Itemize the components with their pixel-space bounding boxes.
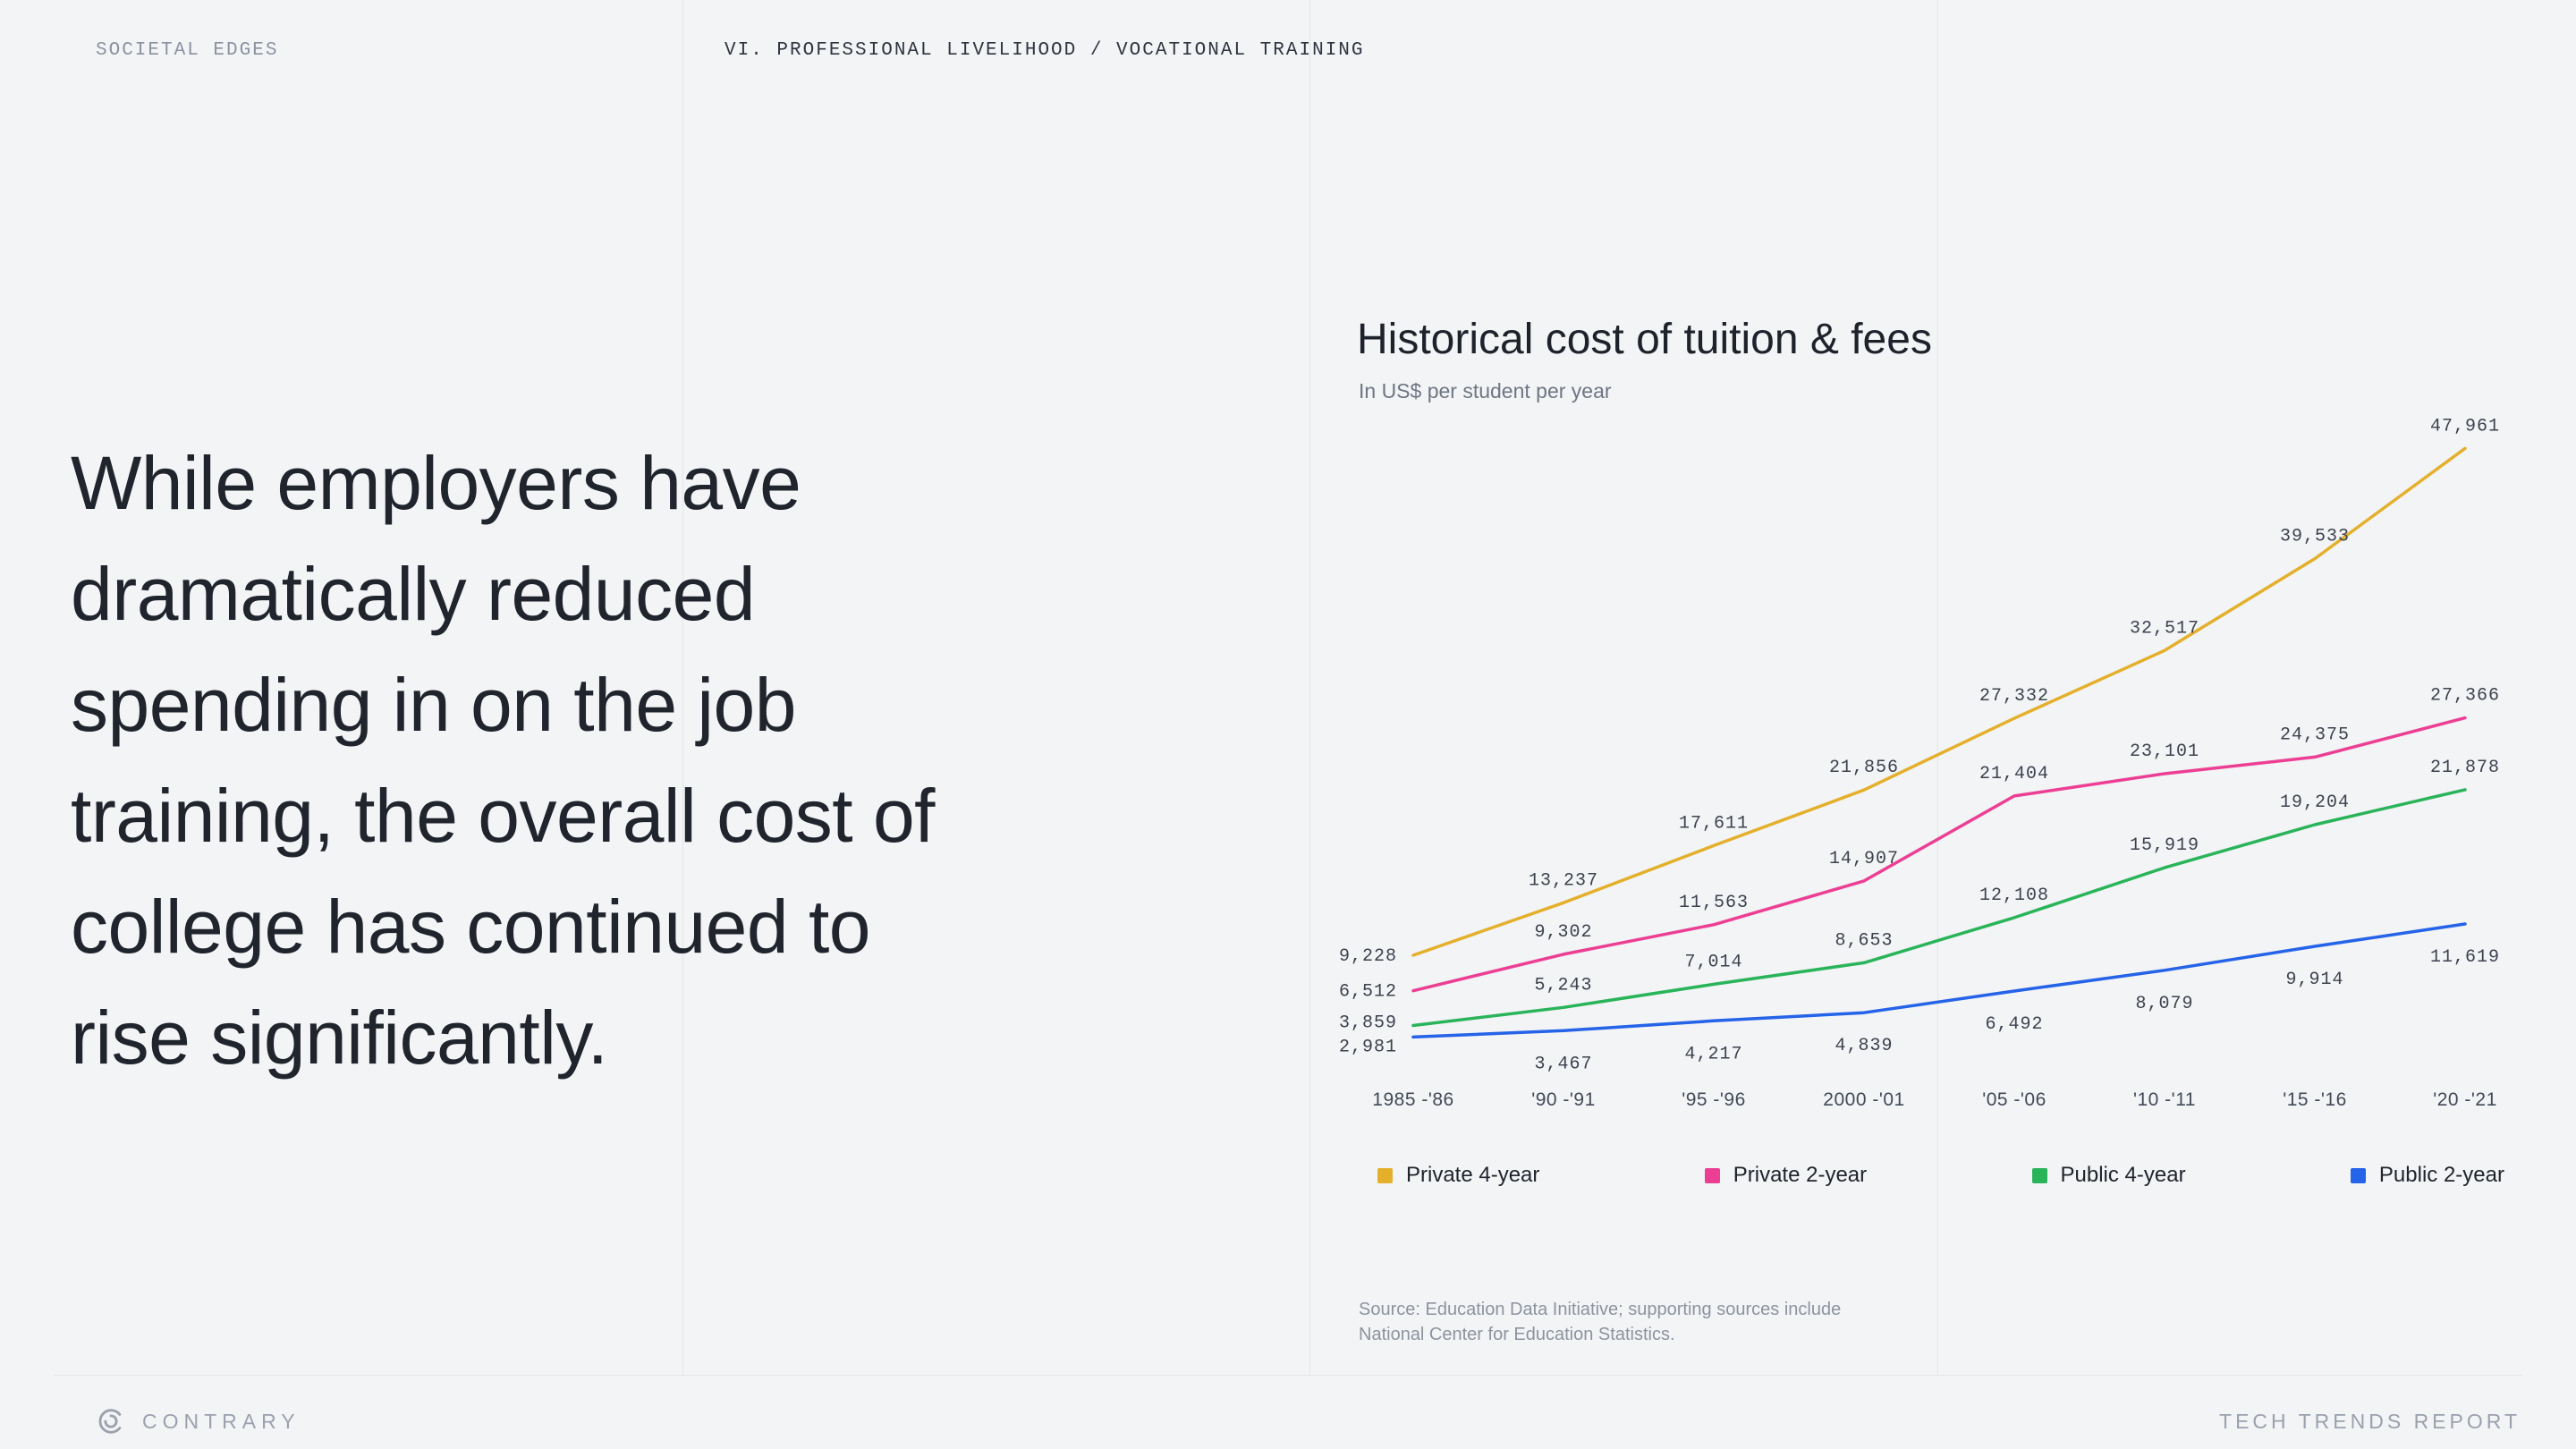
legend-item-private-4-year: Private 4-year (1377, 1163, 1539, 1188)
legend-item-private-2-year: Private 2-year (1704, 1163, 1868, 1188)
x-axis-label: '15 -'16 (2283, 1089, 2347, 1110)
data-label: 4,839 (1835, 1036, 1893, 1056)
data-label: 21,404 (1979, 764, 2049, 784)
data-label: 8,079 (2135, 994, 2193, 1014)
data-label: 3,859 (1339, 1013, 1397, 1034)
x-axis-label: '95 -'96 (1682, 1089, 1746, 1110)
data-label: 32,517 (2130, 618, 2199, 639)
x-axis-label: '10 -'11 (2133, 1089, 2196, 1110)
source-note: Source: Education Data Initiative; suppo… (1359, 1300, 1842, 1344)
legend-label: Private 4-year (1406, 1163, 1540, 1187)
series-line-public-4-year (1411, 788, 2467, 1028)
data-label: 23,101 (2130, 741, 2199, 762)
data-label: 5,243 (1534, 975, 1592, 996)
chart-title: Historical cost of tuition & fees (1357, 316, 1932, 363)
data-label: 27,366 (2430, 686, 2500, 707)
x-axis-label: 2000 -'01 (1823, 1089, 1904, 1110)
data-label: 39,533 (2280, 527, 2350, 547)
legend-item-public-2-year: Public 2-year (2350, 1163, 2504, 1188)
series-line-private-2-year (1411, 716, 2467, 993)
x-axis-label: '20 -'21 (2433, 1089, 2497, 1110)
data-label: 8,653 (1835, 930, 1893, 951)
legend-swatch-private-4-year (1377, 1167, 1393, 1183)
legend-swatch-public-4-year (2031, 1167, 2047, 1183)
chart-legend: Private 4-year Private 2-year Public 4-yea… (1377, 1163, 2504, 1188)
data-label: 13,237 (1529, 870, 1598, 891)
x-axis-label: '90 -'91 (1531, 1089, 1596, 1110)
legend-swatch-private-2-year (1704, 1167, 1720, 1183)
data-label: 11,619 (2430, 947, 2500, 968)
data-label: 14,907 (1829, 849, 1899, 869)
data-label: 4,217 (1684, 1044, 1742, 1064)
data-label: 9,302 (1534, 922, 1592, 943)
series-line-public-2-year (1411, 922, 2467, 1039)
series-line-private-4-year (1411, 446, 2467, 957)
data-label: 6,512 (1339, 982, 1397, 1003)
legend-label: Private 2-year (1733, 1163, 1868, 1187)
data-label: 21,856 (1829, 758, 1899, 778)
data-label: 21,878 (2430, 758, 2500, 778)
data-label: 19,204 (2280, 792, 2350, 813)
data-label: 2,981 (1339, 1037, 1397, 1057)
data-label: 12,108 (1979, 886, 2049, 906)
footer: CONTRARY TECH TRENDS REPORT (96, 1401, 2521, 1442)
data-label: 7,014 (1684, 952, 1742, 972)
x-axis-label: 1985 -'86 (1372, 1089, 1453, 1110)
legend-label: Public 4-year (2060, 1163, 2186, 1187)
data-label: 17,611 (1679, 813, 1749, 834)
section-title: VI. PROFESSIONAL LIVELIHOOD / VOCATIONAL… (724, 40, 1365, 61)
data-label: 47,961 (2430, 416, 2500, 436)
quote-text: While employers have dramatically reduce… (71, 441, 936, 1080)
legend-swatch-public-2-year (2350, 1167, 2366, 1183)
legend-label: Public 2-year (2378, 1163, 2504, 1187)
brand: CONTRARY (96, 1406, 301, 1436)
data-label: 3,467 (1534, 1054, 1592, 1074)
chart-subtitle: In US$ per student per year (1359, 379, 1612, 402)
data-label: 24,375 (2280, 724, 2350, 745)
legend-item-public-4-year: Public 4-year (2031, 1163, 2186, 1188)
column-divider-2 (1309, 0, 1310, 1375)
data-label: 11,563 (1679, 893, 1749, 913)
column-divider-3 (1937, 0, 1938, 1375)
x-axis-label: '05 -'06 (1982, 1089, 2046, 1110)
data-label: 15,919 (2130, 835, 2199, 856)
footer-divider (54, 1375, 2522, 1376)
contrary-logo-icon (98, 1409, 122, 1434)
data-label: 6,492 (1985, 1014, 2043, 1035)
column-divider-1 (682, 0, 683, 1375)
data-label: 27,332 (1979, 686, 2049, 707)
tuition-line-chart: 9,228 13,237 17,611 21,856 27,332 32,517 39,53… (1339, 416, 2500, 1110)
data-label: 9,228 (1339, 946, 1397, 967)
brand-name: CONTRARY (142, 1409, 301, 1433)
report-name: TECH TRENDS REPORT (2219, 1409, 2521, 1433)
kicker: SOCIETAL EDGES (96, 40, 279, 61)
data-label: 9,914 (2285, 970, 2343, 990)
